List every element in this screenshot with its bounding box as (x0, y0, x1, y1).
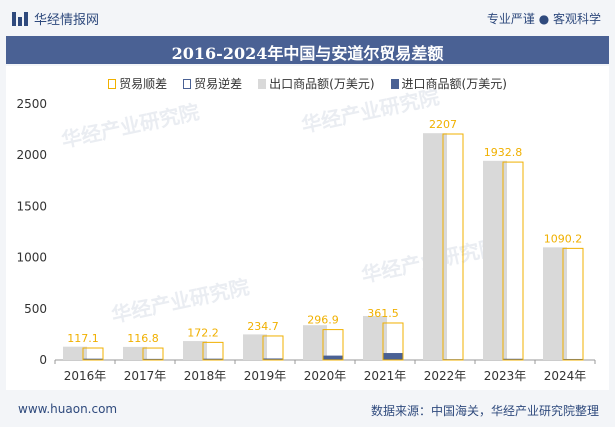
surplus-bar (562, 247, 584, 361)
brand-logo: 华经情报网 (12, 9, 99, 28)
x-tick-label: 2017年 (124, 369, 167, 383)
x-tick-label: 2022年 (424, 369, 467, 383)
surplus-bar (142, 347, 164, 361)
x-tick-label: 2021年 (364, 369, 407, 383)
data-label: 1932.8 (484, 146, 523, 159)
import-bar (203, 358, 223, 360)
title-bar: 2016-2024年中国与安道尔贸易差额 (6, 36, 609, 64)
chart-title: 2016-2024年中国与安道尔贸易差额 (171, 44, 444, 63)
data-label: 2207 (429, 118, 457, 131)
y-tick-label: 1500 (16, 199, 47, 213)
tagline: 专业严谨 ● 客观科学 (486, 12, 601, 26)
import-bar (383, 353, 403, 360)
legend-label: 贸易顺差 (119, 77, 168, 91)
data-label: 1090.2 (544, 232, 583, 245)
data-label: 234.7 (247, 320, 279, 333)
x-tick-label: 2024年 (544, 369, 587, 383)
export-bar (63, 346, 87, 360)
import-bar (143, 358, 163, 360)
bars-logo-icon (12, 11, 28, 26)
surplus-bar (322, 329, 344, 361)
y-tick-label: 1000 (16, 251, 47, 265)
import-bar (323, 355, 343, 360)
surplus-bar (202, 341, 224, 361)
import-bar (503, 358, 523, 360)
brand-name: 华经情报网 (34, 13, 100, 28)
export-bar (123, 346, 147, 360)
legend-label: 贸易逆差 (194, 77, 243, 91)
data-label: 361.5 (367, 307, 399, 320)
x-tick-label: 2019年 (244, 369, 287, 383)
legend-item-import: 进口商品额(万美元) (390, 75, 507, 92)
legend-swatch (108, 78, 117, 89)
surplus-bar (502, 161, 524, 361)
x-tick-label: 2018年 (184, 369, 227, 383)
data-label: 172.2 (187, 326, 219, 339)
legend: 贸易顺差 贸易逆差 出口商品额(万美元) 进口商品额(万美元) (0, 75, 615, 92)
legend-swatch (390, 78, 399, 89)
data-source: 数据来源：中国海关，华经产业研究院整理 (370, 404, 599, 418)
surplus-bar (382, 322, 404, 361)
legend-item-deficit: 贸易逆差 (183, 75, 242, 92)
x-tick-label: 2016年 (64, 369, 107, 383)
x-tick-label: 2020年 (304, 369, 347, 383)
legend-swatch (183, 78, 192, 89)
legend-swatch (258, 78, 267, 89)
y-tick-label: 500 (24, 302, 47, 316)
import-bar (563, 358, 583, 360)
y-tick-label: 0 (39, 353, 47, 367)
data-label: 116.8 (127, 332, 159, 345)
surplus-bar (262, 335, 284, 361)
legend-item-surplus: 贸易顺差 (108, 75, 167, 92)
y-tick-label: 2500 (16, 97, 47, 111)
data-label: 117.1 (67, 332, 99, 345)
data-label: 296.9 (307, 314, 339, 327)
surplus-bar (82, 347, 104, 361)
legend-item-export: 出口商品额(万美元) (258, 75, 375, 92)
footer: www.huaon.com 数据来源：中国海关，华经产业研究院整理 (0, 394, 615, 427)
x-tick-label: 2023年 (484, 369, 527, 383)
import-bar (263, 358, 283, 360)
export-bar (183, 341, 207, 360)
surplus-bar (442, 133, 464, 361)
legend-label: 出口商品额(万美元) (269, 77, 375, 91)
import-bar (83, 358, 103, 360)
site-url: www.huaon.com (18, 402, 118, 416)
top-bar: 华经情报网 专业严谨 ● 客观科学 (0, 0, 615, 34)
legend-label: 进口商品额(万美元) (401, 77, 507, 91)
y-tick-label: 2000 (16, 148, 47, 162)
